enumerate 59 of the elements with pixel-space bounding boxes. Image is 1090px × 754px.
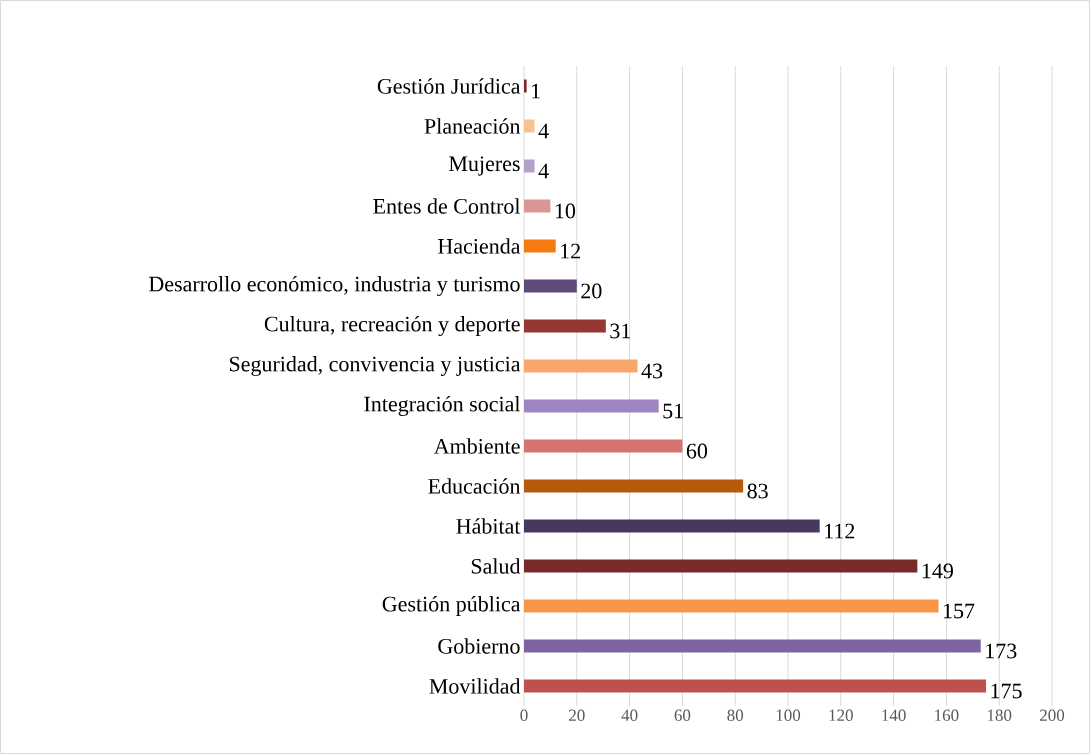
x-tick-label: 120: [829, 709, 853, 722]
data-label: 51: [663, 403, 683, 419]
x-tick-label: 60: [674, 709, 691, 722]
x-tick-label: 140: [882, 709, 906, 722]
bar: [524, 79, 527, 93]
data-label: 12: [561, 243, 580, 259]
y-tick-label: Educación: [428, 478, 521, 494]
data-label: 175: [991, 683, 1022, 699]
data-label: 31: [610, 323, 631, 339]
bar: [524, 319, 606, 333]
bar: [524, 519, 820, 533]
y-tick-label: Gestión Jurídica: [377, 78, 521, 94]
x-tick-label: 160: [935, 709, 959, 722]
x-tick-label: 100: [776, 709, 801, 722]
y-tick-label: Hábitat: [456, 518, 521, 534]
bar: [524, 279, 577, 293]
data-label: 1: [532, 83, 540, 99]
x-tick-label: 0: [520, 709, 528, 722]
y-tick-label: Ambiente: [433, 438, 520, 454]
y-tick-label: Hacienda: [438, 238, 521, 254]
bar: [524, 439, 683, 453]
bar: [524, 399, 659, 413]
bar: [524, 239, 556, 253]
y-tick-label: Movilidad: [429, 678, 521, 694]
data-label: 173: [986, 643, 1017, 659]
data-label: 112: [825, 523, 855, 539]
data-label: 149: [922, 563, 953, 579]
y-tick-label: Planeación: [424, 118, 521, 134]
data-label: 4: [538, 123, 549, 139]
data-label: 10: [555, 203, 576, 219]
bar: [524, 639, 981, 653]
y-tick-label: Salud: [471, 558, 521, 574]
y-tick-label: Cultura, recreación y deporte: [264, 315, 520, 337]
data-label: 20: [581, 283, 602, 299]
data-label: 83: [747, 483, 768, 499]
bar: [524, 599, 939, 613]
bar: [524, 679, 986, 693]
data-label: 60: [686, 443, 708, 459]
x-tick-label: 20: [569, 709, 585, 722]
x-tick-label: 80: [727, 709, 744, 722]
data-label: 4: [538, 163, 549, 179]
bar: [524, 479, 744, 493]
y-tick-label: Gestión pública: [382, 596, 521, 616]
bar: [524, 559, 918, 573]
x-tick-label: 200: [1040, 709, 1065, 722]
data-label: 157: [943, 603, 975, 619]
y-tick-label: Gobierno: [438, 638, 520, 654]
x-tick-label: 40: [621, 709, 638, 722]
y-tick-label: Integración social: [364, 395, 521, 417]
data-label: 43: [641, 363, 663, 379]
bar: [524, 119, 535, 133]
bar: [524, 199, 551, 213]
bar: [524, 359, 638, 373]
x-tick-label: 180: [987, 709, 1012, 722]
bar: [524, 159, 535, 173]
y-tick-label: Seguridad, convivencia y justicia: [229, 356, 521, 377]
y-tick-label: Desarrollo económico, industria y turismo: [149, 275, 520, 297]
y-tick-label: Entes de Control: [373, 198, 521, 214]
y-tick-label: Mujeres: [449, 156, 520, 176]
